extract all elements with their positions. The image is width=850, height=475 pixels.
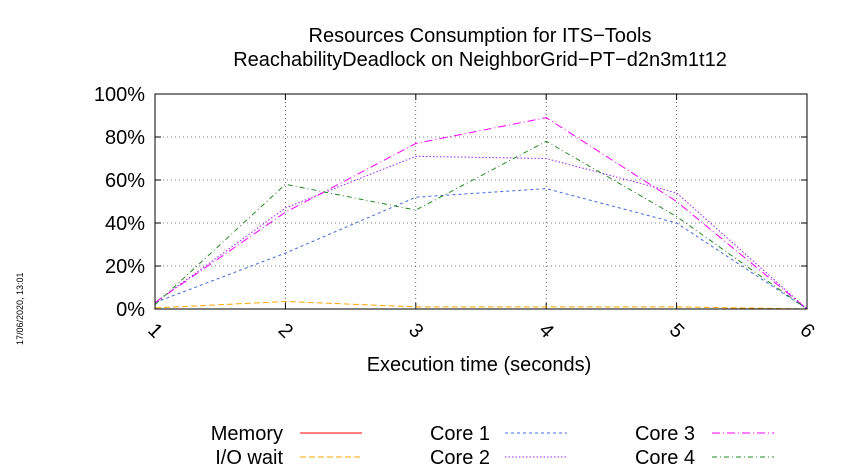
y-tick-label: 100% — [94, 84, 145, 106]
timestamp: 17/06/2020, 13:01 — [15, 272, 25, 345]
legend-label-core-1: Core 1 — [430, 423, 490, 445]
series-line-core-4 — [154, 140, 808, 310]
series-line-core-3 — [154, 117, 808, 310]
plot-frame — [154, 93, 808, 310]
legend-label-memory: Memory — [211, 423, 283, 445]
x-tick-label: 1 — [143, 319, 166, 342]
grid — [154, 93, 808, 310]
series-lines — [154, 117, 808, 310]
chart-title-line-1: Resources Consumption for ITS−Tools — [309, 25, 652, 47]
legend-label-core-3: Core 3 — [635, 423, 695, 445]
legend-label-i-o-wait: I/O wait — [215, 447, 283, 469]
series-line-core-1 — [154, 188, 808, 310]
y-tick-label: 0% — [116, 299, 145, 321]
y-tick-label: 40% — [105, 213, 145, 235]
y-tick-label: 60% — [105, 170, 145, 192]
y-tick-labels: 0% 20% 40% 60% 80% 100% — [94, 84, 145, 321]
x-tick-label: 5 — [665, 319, 688, 342]
x-axis-label: Execution time (seconds) — [367, 354, 592, 376]
x-tick-label: 4 — [534, 319, 557, 342]
chart-title: Resources Consumption for ITS−Tools Reac… — [233, 25, 727, 71]
series-line-i-o-wait — [154, 300, 808, 310]
x-tick-label: 6 — [795, 319, 818, 342]
x-tick-label: 2 — [274, 319, 297, 342]
y-tick-label: 80% — [105, 127, 145, 149]
legend-label-core-4: Core 4 — [635, 447, 695, 469]
y-tick-label: 20% — [105, 256, 145, 278]
series-line-core-2 — [154, 155, 808, 310]
x-tick-label: 3 — [404, 319, 427, 342]
chart-title-line-2: ReachabilityDeadlock on NeighborGrid−PT−… — [233, 49, 727, 71]
x-tick-labels: 1 2 3 4 5 6 — [143, 319, 818, 342]
legend-label-core-2: Core 2 — [430, 447, 490, 469]
